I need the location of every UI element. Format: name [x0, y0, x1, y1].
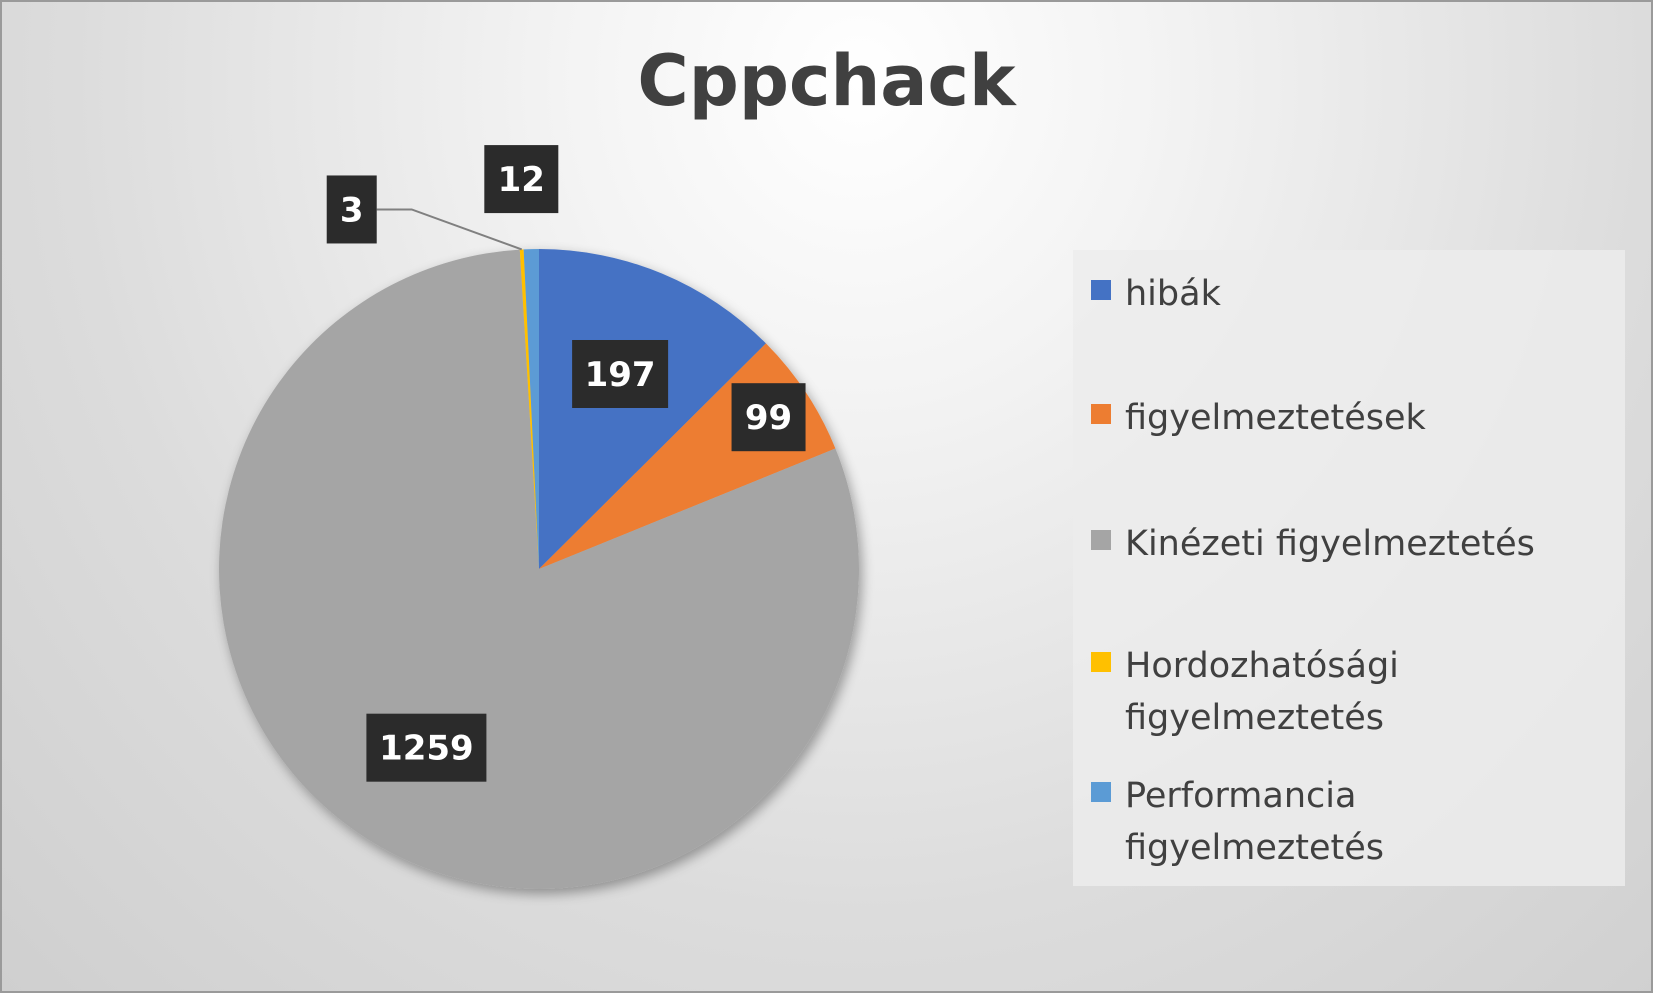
data-label-text: 1259: [379, 729, 474, 769]
legend-item-performancia-figyelmeztetes: Performancia figyelmeztetés: [1091, 770, 1605, 874]
data-label-box: [326, 175, 377, 244]
legend-label: Kinézeti figyelmeztetés: [1125, 524, 1535, 564]
data-label-text: 3: [340, 190, 364, 230]
pie-slice-hibak: [539, 249, 766, 569]
data-label-box: [366, 713, 487, 782]
legend-swatch: [1091, 530, 1111, 550]
legend-swatch: [1091, 280, 1111, 300]
data-label-box: [731, 383, 806, 452]
data-label-text: 12: [498, 160, 545, 200]
legend-label: Performancia figyelmeztetés: [1125, 776, 1384, 868]
data-label-box: [484, 145, 559, 214]
legend-item-hibak: hibák: [1091, 268, 1605, 320]
leader-line-hordozhatosagi-figyelmeztetes: [376, 208, 523, 251]
legend-item-figyelmeztetesek: figyelmeztetések: [1091, 392, 1605, 444]
legend-item-kinezeti-figyelmeztetes: Kinézeti figyelmeztetés: [1091, 518, 1605, 570]
legend-swatch: [1091, 782, 1111, 802]
data-label-hibak: 197: [572, 339, 669, 408]
legend-swatch: [1091, 404, 1111, 424]
legend-label: Hordozhatósági figyelmeztetés: [1125, 646, 1399, 738]
data-label-text: 197: [585, 355, 656, 395]
pie-slice-performancia-figyelmeztetes: [523, 249, 539, 569]
legend: hibák figyelmeztetések Kinézeti figyelmezt…: [1073, 250, 1625, 886]
data-label-figyelmeztetesek: 99: [731, 383, 806, 452]
data-label-performancia-figyelmeztetes: 12: [484, 145, 559, 214]
data-label-box: [572, 339, 669, 408]
legend-item-hordozhatosagi-figyelmeztetes: Hordozhatósági figyelmeztetés: [1091, 640, 1605, 744]
data-label-text: 99: [745, 398, 792, 438]
legend-label: figyelmeztetések: [1125, 398, 1426, 438]
legend-swatch: [1091, 652, 1111, 672]
chart-title: Cppchack: [637, 40, 1016, 122]
legend-label: hibák: [1125, 274, 1221, 314]
pie-slice-hordozhatosagi-figyelmeztetes: [519, 249, 539, 569]
data-label-kinezeti-figyelmeztetes: 1259: [366, 713, 487, 782]
data-label-hordozhatosagi-figyelmeztetes: 3: [326, 175, 377, 244]
